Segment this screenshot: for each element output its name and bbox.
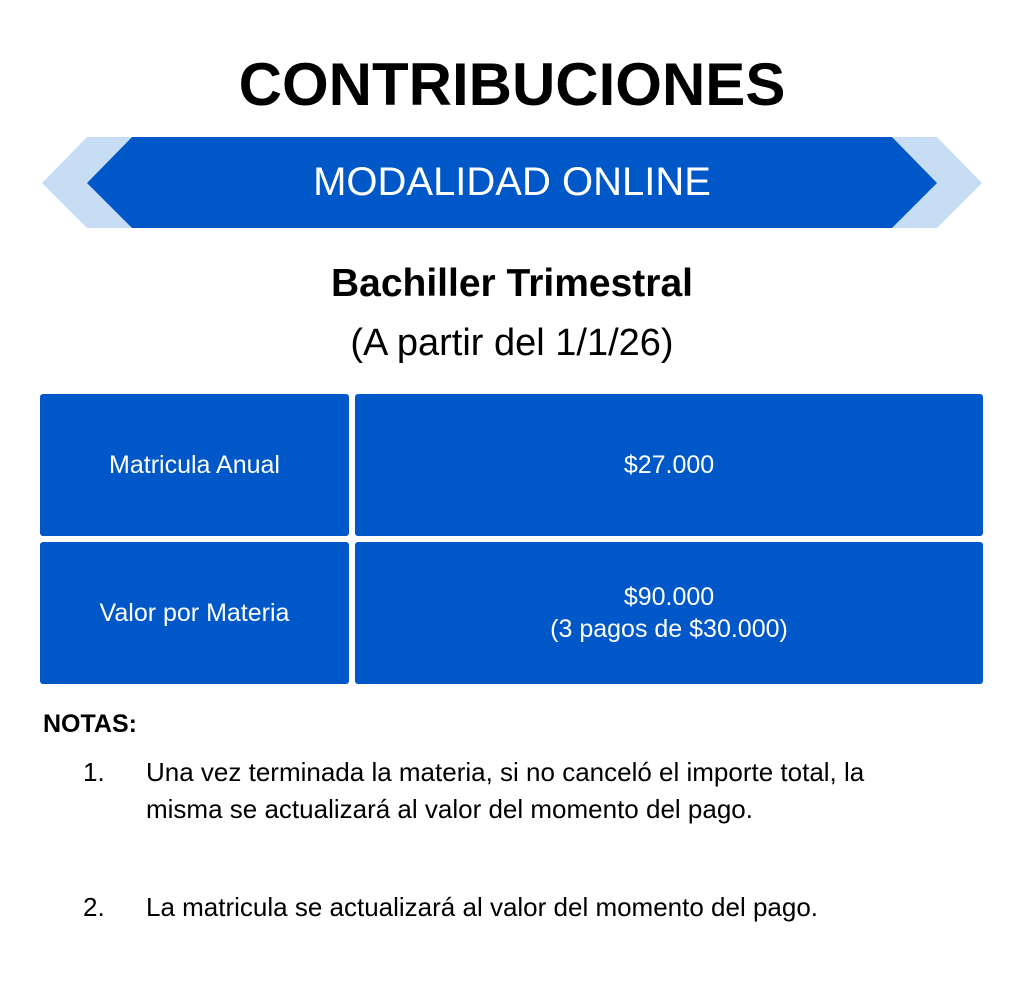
notes-heading: NOTAS: (43, 710, 137, 738)
row-detail: (3 pagos de $30.000) (550, 615, 788, 643)
page-title: CONTRIBUCIONES (238, 51, 786, 118)
table-cell-label: Valor por Materia (40, 542, 349, 684)
row-label: Valor por Materia (99, 599, 290, 627)
table-cell-label: Matricula Anual (40, 394, 349, 536)
effective-date: (A partir del 1/1/26) (350, 322, 674, 364)
banner-front-shape (87, 137, 937, 228)
banner-label: MODALIDAD ONLINE (313, 160, 711, 204)
table-cell-value: $27.000 (355, 394, 983, 536)
note-item: 2. La matricula se actualizará al valor … (83, 889, 903, 926)
note-text: La matricula se actualizará al valor del… (146, 892, 819, 922)
row-value: $27.000 (623, 451, 715, 479)
section-subtitle: Bachiller Trimestral (330, 262, 693, 305)
note-number: 1. (83, 757, 105, 787)
table-cell-value: $90.000 (3 pagos de $30.000) (355, 542, 983, 684)
row-value: $90.000 (623, 583, 715, 611)
note-number: 2. (83, 892, 105, 922)
row-label: Matricula Anual (109, 451, 280, 479)
note-item: 1. Una vez terminada la materia, si no c… (83, 754, 903, 828)
note-text: Una vez terminada la materia, si no canc… (146, 757, 865, 824)
banner-ribbon (42, 137, 982, 228)
